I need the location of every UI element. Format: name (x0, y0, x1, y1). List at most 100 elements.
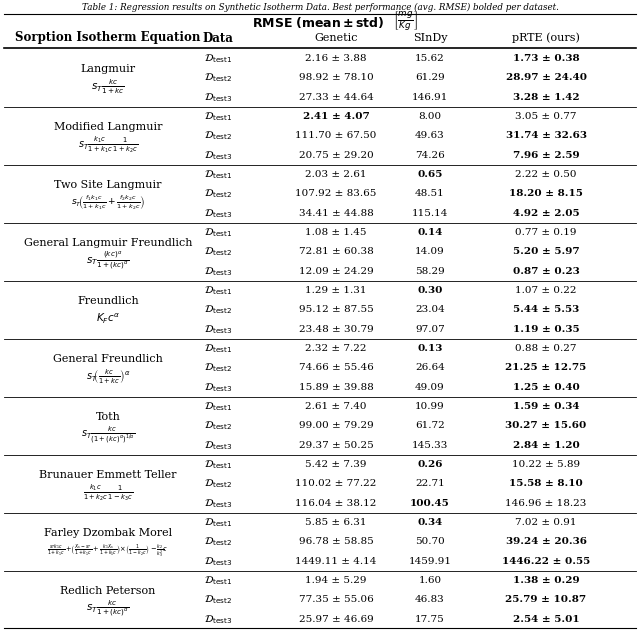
Text: Redlich Peterson: Redlich Peterson (60, 586, 156, 596)
Text: 5.42 ± 7.39: 5.42 ± 7.39 (305, 460, 367, 469)
Text: 110.02 ± 77.22: 110.02 ± 77.22 (295, 480, 377, 489)
Text: $\mathcal{D}_{\mathrm{test1}}$: $\mathcal{D}_{\mathrm{test1}}$ (204, 400, 232, 413)
Text: 74.26: 74.26 (415, 151, 445, 160)
Text: 23.48 ± 30.79: 23.48 ± 30.79 (299, 325, 373, 334)
Text: $s_T\frac{(kc)^\alpha}{1+(kc)^\alpha}$: $s_T\frac{(kc)^\alpha}{1+(kc)^\alpha}$ (86, 250, 129, 272)
Text: 145.33: 145.33 (412, 441, 448, 450)
Text: Farley Dzombak Morel: Farley Dzombak Morel (44, 528, 172, 538)
Text: 46.83: 46.83 (415, 595, 445, 604)
Text: 30.27 ± 15.60: 30.27 ± 15.60 (506, 422, 587, 430)
Text: $\mathcal{D}_{\mathrm{test2}}$: $\mathcal{D}_{\mathrm{test2}}$ (204, 535, 232, 549)
Text: 25.79 ± 10.87: 25.79 ± 10.87 (506, 595, 587, 604)
Text: $\mathcal{D}_{\mathrm{test3}}$: $\mathcal{D}_{\mathrm{test3}}$ (204, 555, 232, 568)
Text: SInDy: SInDy (413, 33, 447, 43)
Text: 99.00 ± 79.29: 99.00 ± 79.29 (299, 422, 373, 430)
Text: 17.75: 17.75 (415, 615, 445, 624)
Text: $s_T\!\left(\frac{kc}{1+kc}\right)^\alpha$: $s_T\!\left(\frac{kc}{1+kc}\right)^\alph… (86, 368, 131, 386)
Text: $\mathbf{RMSE\ (mean \pm std)}$: $\mathbf{RMSE\ (mean \pm std)}$ (252, 16, 390, 30)
Text: $\mathcal{D}_{\mathrm{test3}}$: $\mathcal{D}_{\mathrm{test3}}$ (204, 323, 232, 336)
Text: $\mathcal{D}_{\mathrm{test3}}$: $\mathcal{D}_{\mathrm{test3}}$ (204, 613, 232, 626)
Text: 3.28 ± 1.42: 3.28 ± 1.42 (513, 93, 579, 102)
Text: 15.58 ± 8.10: 15.58 ± 8.10 (509, 480, 583, 489)
Text: Two Site Langmuir: Two Site Langmuir (54, 180, 162, 190)
Text: 100.45: 100.45 (410, 499, 450, 508)
Text: General Freundlich: General Freundlich (53, 354, 163, 364)
Text: 5.85 ± 6.31: 5.85 ± 6.31 (305, 518, 367, 527)
Text: 1446.22 ± 0.55: 1446.22 ± 0.55 (502, 557, 590, 566)
Text: $\mathcal{D}_{\mathrm{test2}}$: $\mathcal{D}_{\mathrm{test2}}$ (204, 71, 232, 85)
Text: $\mathcal{D}_{\mathrm{test1}}$: $\mathcal{D}_{\mathrm{test1}}$ (204, 110, 232, 123)
Text: Brunauer Emmett Teller: Brunauer Emmett Teller (39, 470, 177, 480)
Text: 27.33 ± 44.64: 27.33 ± 44.64 (299, 93, 373, 102)
Text: $\mathcal{D}_{\mathrm{test3}}$: $\mathcal{D}_{\mathrm{test3}}$ (204, 149, 232, 162)
Text: 1449.11 ± 4.14: 1449.11 ± 4.14 (295, 557, 377, 566)
Text: 5.20 ± 5.97: 5.20 ± 5.97 (513, 248, 579, 257)
Text: 2.03 ± 2.61: 2.03 ± 2.61 (305, 170, 367, 179)
Text: $s_T\!\left(\frac{f_1 k_1 c}{1+k_1 c}+\frac{f_2 k_2 c}{1+k_2 c}\right)$: $s_T\!\left(\frac{f_1 k_1 c}{1+k_1 c}+\f… (71, 193, 145, 212)
Text: 2.41 ± 4.07: 2.41 ± 4.07 (303, 112, 369, 121)
Text: 0.30: 0.30 (417, 286, 443, 295)
Text: 0.14: 0.14 (417, 228, 443, 237)
Text: $s_T \frac{kc}{1+kc}$: $s_T \frac{kc}{1+kc}$ (91, 78, 125, 96)
Text: 0.34: 0.34 (417, 518, 443, 527)
Text: $\mathcal{D}_{\mathrm{test1}}$: $\mathcal{D}_{\mathrm{test1}}$ (204, 226, 232, 239)
Text: Data: Data (203, 32, 234, 44)
Text: 34.41 ± 44.88: 34.41 ± 44.88 (299, 209, 373, 218)
Text: 1.29 ± 1.31: 1.29 ± 1.31 (305, 286, 367, 295)
Text: $\mathcal{D}_{\mathrm{test2}}$: $\mathcal{D}_{\mathrm{test2}}$ (204, 478, 232, 490)
Text: $\mathcal{D}_{\mathrm{test3}}$: $\mathcal{D}_{\mathrm{test3}}$ (204, 265, 232, 277)
Text: 1.07 ± 0.22: 1.07 ± 0.22 (515, 286, 577, 295)
Text: 98.92 ± 78.10: 98.92 ± 78.10 (299, 73, 373, 83)
Text: 146.96 ± 18.23: 146.96 ± 18.23 (506, 499, 587, 508)
Text: 1.25 ± 0.40: 1.25 ± 0.40 (513, 383, 579, 392)
Text: $\mathcal{D}_{\mathrm{test2}}$: $\mathcal{D}_{\mathrm{test2}}$ (204, 593, 232, 606)
Text: 2.32 ± 7.22: 2.32 ± 7.22 (305, 344, 367, 353)
Text: 2.16 ± 3.88: 2.16 ± 3.88 (305, 54, 367, 63)
Text: 2.22 ± 0.50: 2.22 ± 0.50 (515, 170, 577, 179)
Text: pRTE (ours): pRTE (ours) (512, 33, 580, 43)
Text: 10.99: 10.99 (415, 402, 445, 411)
Text: 1459.91: 1459.91 (408, 557, 451, 566)
Text: $\mathcal{D}_{\mathrm{test3}}$: $\mathcal{D}_{\mathrm{test3}}$ (204, 497, 232, 510)
Text: $\mathcal{D}_{\mathrm{test2}}$: $\mathcal{D}_{\mathrm{test2}}$ (204, 420, 232, 432)
Text: $\mathcal{D}_{\mathrm{test1}}$: $\mathcal{D}_{\mathrm{test1}}$ (204, 168, 232, 181)
Text: 74.66 ± 55.46: 74.66 ± 55.46 (299, 363, 373, 372)
Text: 10.22 ± 5.89: 10.22 ± 5.89 (512, 460, 580, 469)
Text: 15.62: 15.62 (415, 54, 445, 63)
Text: 0.87 ± 0.23: 0.87 ± 0.23 (513, 267, 579, 276)
Text: 1.60: 1.60 (419, 576, 442, 585)
Text: 12.09 ± 24.29: 12.09 ± 24.29 (299, 267, 373, 276)
Text: $\mathcal{D}_{\mathrm{test2}}$: $\mathcal{D}_{\mathrm{test2}}$ (204, 246, 232, 258)
Text: Langmuir: Langmuir (81, 64, 136, 74)
Text: 0.77 ± 0.19: 0.77 ± 0.19 (515, 228, 577, 237)
Text: Sorption Isotherm Equation: Sorption Isotherm Equation (15, 32, 201, 44)
Text: 107.92 ± 83.65: 107.92 ± 83.65 (295, 190, 377, 198)
Text: General Langmuir Freundlich: General Langmuir Freundlich (24, 238, 192, 248)
Text: $\frac{k_1 c}{1+k_2 c}\frac{1}{1-k_3 c}$: $\frac{k_1 c}{1+k_2 c}\frac{1}{1-k_3 c}$ (83, 483, 133, 503)
Text: $\mathcal{D}_{\mathrm{test3}}$: $\mathcal{D}_{\mathrm{test3}}$ (204, 207, 232, 220)
Text: 3.05 ± 0.77: 3.05 ± 0.77 (515, 112, 577, 121)
Text: 0.65: 0.65 (417, 170, 443, 179)
Text: $K_F c^\alpha$: $K_F c^\alpha$ (96, 312, 120, 326)
Text: 49.63: 49.63 (415, 131, 445, 140)
Text: 22.71: 22.71 (415, 480, 445, 489)
Text: 0.88 ± 0.27: 0.88 ± 0.27 (515, 344, 577, 353)
Text: 1.19 ± 0.35: 1.19 ± 0.35 (513, 325, 579, 334)
Text: $\mathcal{D}_{\mathrm{test1}}$: $\mathcal{D}_{\mathrm{test1}}$ (204, 458, 232, 471)
Text: Toth: Toth (95, 412, 120, 422)
Text: Genetic: Genetic (314, 33, 358, 43)
Text: 15.89 ± 39.88: 15.89 ± 39.88 (299, 383, 373, 392)
Text: $\mathcal{D}_{\mathrm{test3}}$: $\mathcal{D}_{\mathrm{test3}}$ (204, 439, 232, 452)
Text: 1.08 ± 1.45: 1.08 ± 1.45 (305, 228, 367, 237)
Text: 20.75 ± 29.20: 20.75 ± 29.20 (299, 151, 373, 160)
Text: 116.04 ± 38.12: 116.04 ± 38.12 (295, 499, 377, 508)
Text: 61.29: 61.29 (415, 73, 445, 83)
Text: 95.12 ± 87.55: 95.12 ± 87.55 (299, 305, 373, 315)
Text: 2.61 ± 7.40: 2.61 ± 7.40 (305, 402, 367, 411)
Text: 25.97 ± 46.69: 25.97 ± 46.69 (299, 615, 373, 624)
Text: 77.35 ± 55.06: 77.35 ± 55.06 (299, 595, 373, 604)
Text: $s_T \frac{k_1 c}{1+k_1 c}\frac{1}{1+k_2 c}$: $s_T \frac{k_1 c}{1+k_1 c}\frac{1}{1+k_2… (78, 135, 138, 155)
Text: Freundlich: Freundlich (77, 296, 139, 306)
Text: 31.74 ± 32.63: 31.74 ± 32.63 (506, 131, 586, 140)
Text: 2.54 ± 5.01: 2.54 ± 5.01 (513, 615, 579, 624)
